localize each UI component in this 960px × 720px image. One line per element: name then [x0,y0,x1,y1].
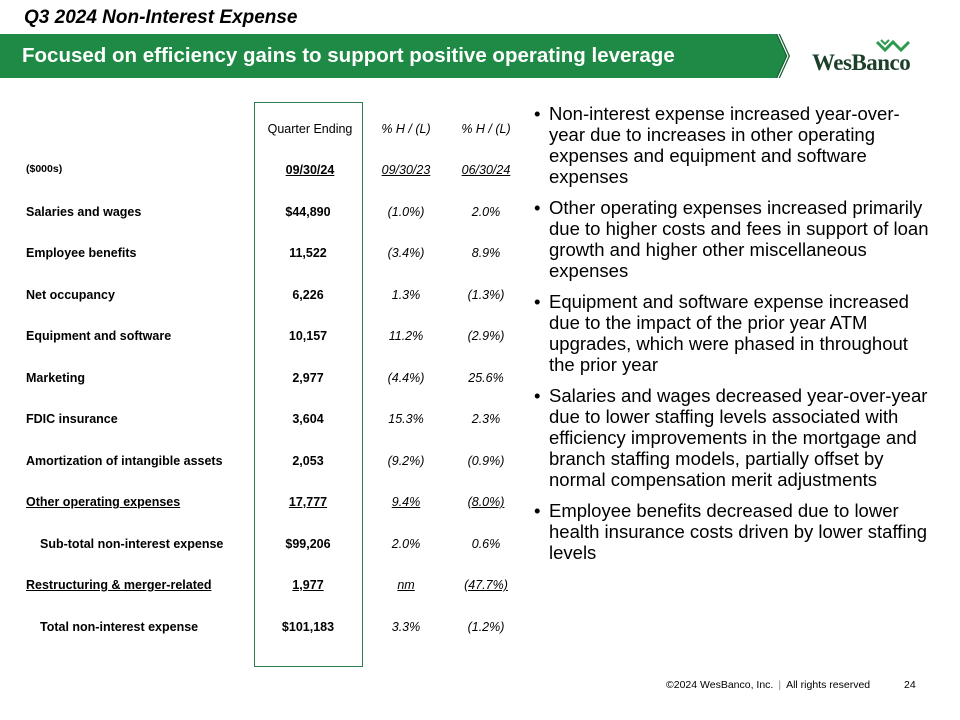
row-label: Employee benefits [26,246,137,260]
row-qoq-change: 0.6% [471,537,501,551]
row-label: Restructuring & merger-related [26,578,212,592]
bullet-item: Other operating expenses increased prima… [534,197,934,281]
header-change-yoy: % H / (L) [381,122,431,136]
row-yoy-change: 1.3% [391,288,421,302]
footer-separator: | [778,679,782,691]
row-qoq-change: 2.3% [471,412,501,426]
row-qoq-change: (1.3%) [467,288,505,302]
row-qoq-change: (1.2%) [467,620,505,634]
row-yoy-change: (3.4%) [387,246,425,260]
row-quarter-value: $99,206 [285,537,331,551]
current-quarter-highlight-box [254,102,363,667]
wesbanco-logo: WesBanco [812,38,932,78]
row-label: Equipment and software [26,329,172,343]
row-quarter-value: $44,890 [285,205,331,219]
row-label: FDIC insurance [26,412,118,426]
row-yoy-change: (1.0%) [387,205,425,219]
commentary-bullets: Non-interest expense increased year-over… [534,103,934,573]
row-quarter-value: 1,977 [292,578,324,592]
slide-title: Q3 2024 Non-Interest Expense [24,7,298,28]
row-yoy-change: (4.4%) [387,371,425,385]
rights-text: All rights reserved [786,679,871,691]
table-row: Other operating expenses 17,777 9.4% (8.… [0,495,525,515]
table-row-subtotal: Sub-total non-interest expense $99,206 2… [0,537,525,557]
banner-arrow-shape [0,34,790,78]
header-units: ($000s) [26,163,63,175]
row-yoy-change: (9.2%) [387,454,425,468]
table-row: Equipment and software 10,157 11.2% (2.9… [0,329,525,349]
row-label: Sub-total non-interest expense [40,537,224,551]
row-quarter-value: $101,183 [281,620,335,634]
row-quarter-value: 2,053 [292,454,324,468]
row-quarter-value: 10,157 [288,329,328,343]
bullet-item: Equipment and software expense increased… [534,291,934,375]
footer-copyright: ©2024 WesBanco, Inc. | All rights reserved [666,679,870,691]
table-row: Amortization of intangible assets 2,053 … [0,454,525,474]
row-label: Total non-interest expense [40,620,199,634]
row-qoq-change: 8.9% [471,246,501,260]
row-qoq-change: 2.0% [471,205,501,219]
row-qoq-change: (2.9%) [467,329,505,343]
row-label: Amortization of intangible assets [26,454,223,468]
row-quarter-value: 3,604 [292,412,324,426]
row-quarter-value: 11,522 [289,246,327,260]
bullet-item: Non-interest expense increased year-over… [534,103,934,187]
bullet-item: Salaries and wages decreased year-over-y… [534,385,934,490]
banner-headline: Focused on efficiency gains to support p… [22,44,675,67]
row-yoy-change: 9.4% [391,495,421,509]
headline-banner: Focused on efficiency gains to support p… [0,34,790,78]
logo-chevron-icon [875,39,911,53]
row-yoy-change: 3.3% [391,620,421,634]
row-label: Salaries and wages [26,205,142,219]
row-quarter-value: 2,977 [292,371,324,385]
row-yoy-change: 15.3% [388,412,424,426]
table-row: Net occupancy 6,226 1.3% (1.3%) [0,288,525,308]
row-qoq-change: (47.7%) [464,578,508,592]
table-row: FDIC insurance 3,604 15.3% 2.3% [0,412,525,432]
row-yoy-change: 11.2% [388,329,424,343]
row-yoy-change: 2.0% [391,537,421,551]
header-date-prior-quarter: 06/30/24 [461,163,511,177]
row-qoq-change: 25.6% [468,371,504,385]
page-number: 24 [904,679,916,691]
table-row-total: Total non-interest expense $101,183 3.3%… [0,620,525,640]
header-date-current: 09/30/24 [285,163,335,177]
header-change-qoq: % H / (L) [461,122,511,136]
row-quarter-value: 17,777 [288,495,328,509]
copyright-text: ©2024 WesBanco, Inc. [666,679,774,691]
row-label: Marketing [26,371,86,385]
logo-wordmark: WesBanco [812,50,911,75]
row-label: Other operating expenses [26,495,181,509]
row-qoq-change: (8.0%) [467,495,505,509]
row-label: Net occupancy [26,288,115,302]
row-qoq-change: (0.9%) [467,454,505,468]
header-quarter-ending: Quarter Ending [267,122,353,136]
row-quarter-value: 6,226 [292,288,324,302]
table-row: Restructuring & merger-related 1,977 nm … [0,578,525,598]
header-date-prior-year: 09/30/23 [381,163,431,177]
table-row: Marketing 2,977 (4.4%) 25.6% [0,371,525,391]
bullet-item: Employee benefits decreased due to lower… [534,500,934,563]
expense-table: Quarter Ending % H / (L) % H / (L) ($000… [0,100,525,670]
table-row: Employee benefits 11,522 (3.4%) 8.9% [0,246,525,266]
row-yoy-change: nm [397,578,415,592]
table-row: Salaries and wages $44,890 (1.0%) 2.0% [0,205,525,225]
